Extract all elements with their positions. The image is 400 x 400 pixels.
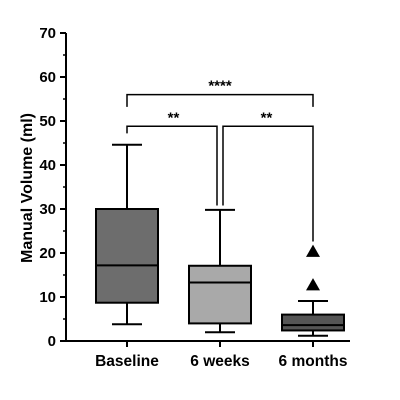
y-tick-label: 20 bbox=[39, 245, 56, 262]
interquartile-box bbox=[281, 313, 345, 332]
bracket-0: **** bbox=[126, 78, 314, 107]
bracket-line bbox=[126, 93, 314, 107]
bracket-line bbox=[126, 125, 218, 206]
outlier-point bbox=[306, 278, 320, 291]
box-6-months bbox=[281, 244, 345, 337]
y-tick-label: 40 bbox=[39, 157, 56, 174]
y-tick-label: 10 bbox=[39, 289, 56, 306]
significance-brackets: ****** ** bbox=[126, 78, 314, 242]
box-baseline bbox=[95, 143, 159, 326]
bracket-2: ** bbox=[222, 109, 314, 242]
interquartile-box bbox=[188, 264, 252, 325]
significance-label: ** bbox=[261, 109, 273, 126]
y-tick-label: 30 bbox=[39, 201, 56, 218]
box-6-weeks bbox=[188, 208, 252, 334]
x-axis: Baseline 6 weeks 6 months bbox=[65, 340, 350, 370]
boxes-group bbox=[95, 143, 345, 337]
significance-label: ** bbox=[168, 109, 180, 126]
y-axis: 0 10 20 30 40 50 60 70 bbox=[39, 25, 67, 350]
bracket-line bbox=[222, 125, 314, 242]
x-tick-label: 6 months bbox=[279, 353, 348, 370]
x-tick-label: Baseline bbox=[95, 353, 159, 370]
outlier-point bbox=[306, 244, 320, 257]
bracket-1: ** bbox=[126, 109, 218, 206]
significance-label: **** bbox=[208, 78, 232, 95]
y-tick-label: 0 bbox=[48, 333, 56, 350]
interquartile-box bbox=[95, 208, 159, 304]
x-tick-label: 6 weeks bbox=[190, 353, 249, 370]
y-axis-title: Manual Volume (ml) bbox=[19, 113, 36, 263]
y-tick-label: 70 bbox=[39, 25, 56, 42]
y-tick-label: 50 bbox=[39, 113, 56, 130]
y-tick-label: 60 bbox=[39, 69, 56, 86]
